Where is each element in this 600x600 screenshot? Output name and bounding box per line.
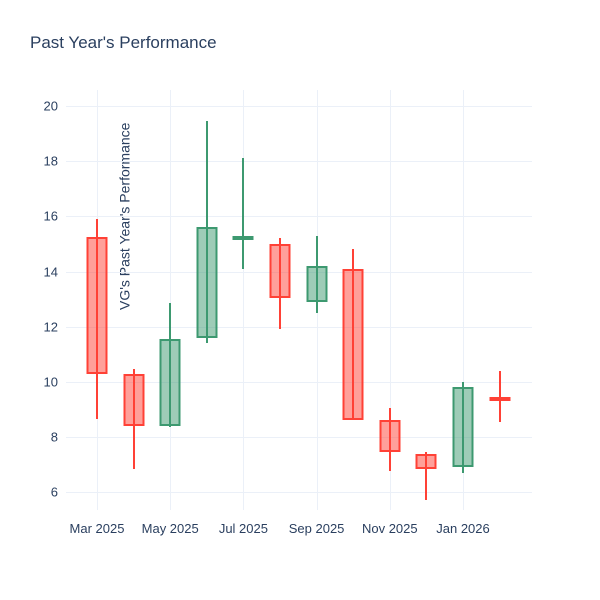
- y-tick-label: 6: [50, 484, 58, 500]
- candle-body: [269, 243, 291, 298]
- candle-body: [379, 420, 401, 453]
- x-tick-label: Mar 2025: [69, 521, 125, 536]
- y-tick-label: 20: [43, 98, 58, 114]
- y-gridline: [66, 161, 532, 163]
- candle-body: [232, 235, 254, 240]
- candle-body: [306, 265, 328, 302]
- y-gridline: [66, 492, 532, 494]
- plot-area: [66, 90, 532, 510]
- y-tick-label: 8: [50, 429, 58, 445]
- candle-wick: [498, 370, 501, 422]
- candle-body: [452, 387, 474, 468]
- x-tick-label: Sep 2025: [288, 521, 345, 536]
- y-gridline: [66, 216, 532, 218]
- candle-body: [159, 339, 181, 426]
- x-gridline: [243, 90, 245, 510]
- x-tick-label: May 2025: [141, 521, 199, 536]
- candle-body: [342, 268, 364, 421]
- candle-body: [415, 453, 437, 469]
- y-tick-label: 18: [43, 153, 58, 169]
- y-tick-label: 12: [43, 319, 58, 335]
- x-gridline: [389, 90, 391, 510]
- x-tick-label: Jan 2026: [436, 521, 490, 536]
- y-gridline: [66, 436, 532, 438]
- candle-body: [123, 373, 145, 426]
- x-gridline: [463, 90, 464, 510]
- y-gridline: [66, 326, 532, 328]
- candle-wick: [242, 158, 245, 269]
- candle-wick: [425, 452, 428, 501]
- candle-body: [196, 227, 218, 338]
- y-tick-label: 10: [43, 374, 58, 390]
- x-tick-label: Jul 2025: [218, 521, 268, 536]
- chart-title: Past Year's Performance: [30, 33, 217, 52]
- candle-body: [86, 237, 108, 374]
- y-gridline: [66, 271, 532, 273]
- y-tick-label: 14: [43, 264, 58, 279]
- y-gridline: [66, 106, 532, 107]
- candle-body: [489, 396, 511, 401]
- y-gridline: [66, 381, 532, 383]
- y-tick-label: 16: [43, 208, 58, 224]
- x-tick-label: Nov 2025: [361, 521, 418, 536]
- x-gridline: [170, 90, 172, 510]
